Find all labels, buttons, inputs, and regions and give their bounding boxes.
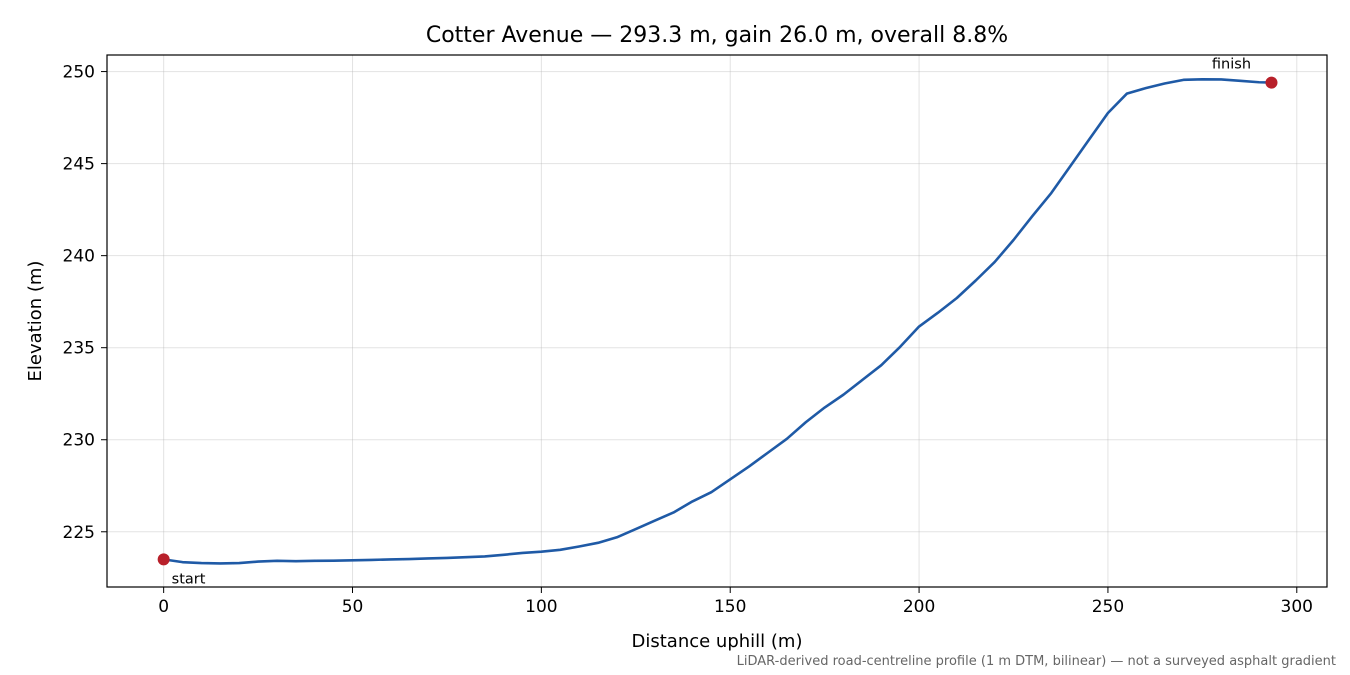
elevation-profile-line <box>162 78 1273 565</box>
finish-marker <box>1265 76 1278 89</box>
start-annotation: start <box>172 571 206 587</box>
x-tick-label: 250 <box>1092 597 1124 617</box>
start-marker <box>157 553 170 566</box>
y-tick-label: 230 <box>63 431 95 451</box>
x-tick-label: 100 <box>525 597 557 617</box>
y-tick-label: 225 <box>63 523 95 543</box>
footnote: LiDAR-derived road-centreline profile (1… <box>737 654 1336 669</box>
x-axis-label: Distance uphill (m) <box>632 631 803 652</box>
x-axis-ticks: 0 50 100 150 200 250 300 <box>158 587 1313 617</box>
grid-lines <box>107 55 1327 587</box>
y-axis-label: Elevation (m) <box>25 261 46 382</box>
chart-title: Cotter Avenue — 293.3 m, gain 26.0 m, ov… <box>426 23 1008 48</box>
y-tick-label: 245 <box>63 155 95 175</box>
y-tick-label: 240 <box>63 247 95 267</box>
y-tick-label: 235 <box>63 339 95 359</box>
x-tick-label: 50 <box>342 597 364 617</box>
plot-frame <box>106 54 1328 588</box>
y-axis-ticks: 225 230 235 240 245 250 <box>63 63 107 543</box>
x-tick-label: 150 <box>714 597 746 617</box>
finish-annotation: finish <box>1212 57 1251 73</box>
y-tick-label: 250 <box>63 63 95 83</box>
x-tick-label: 0 <box>158 597 169 617</box>
x-tick-label: 200 <box>903 597 935 617</box>
x-tick-label: 300 <box>1281 597 1313 617</box>
